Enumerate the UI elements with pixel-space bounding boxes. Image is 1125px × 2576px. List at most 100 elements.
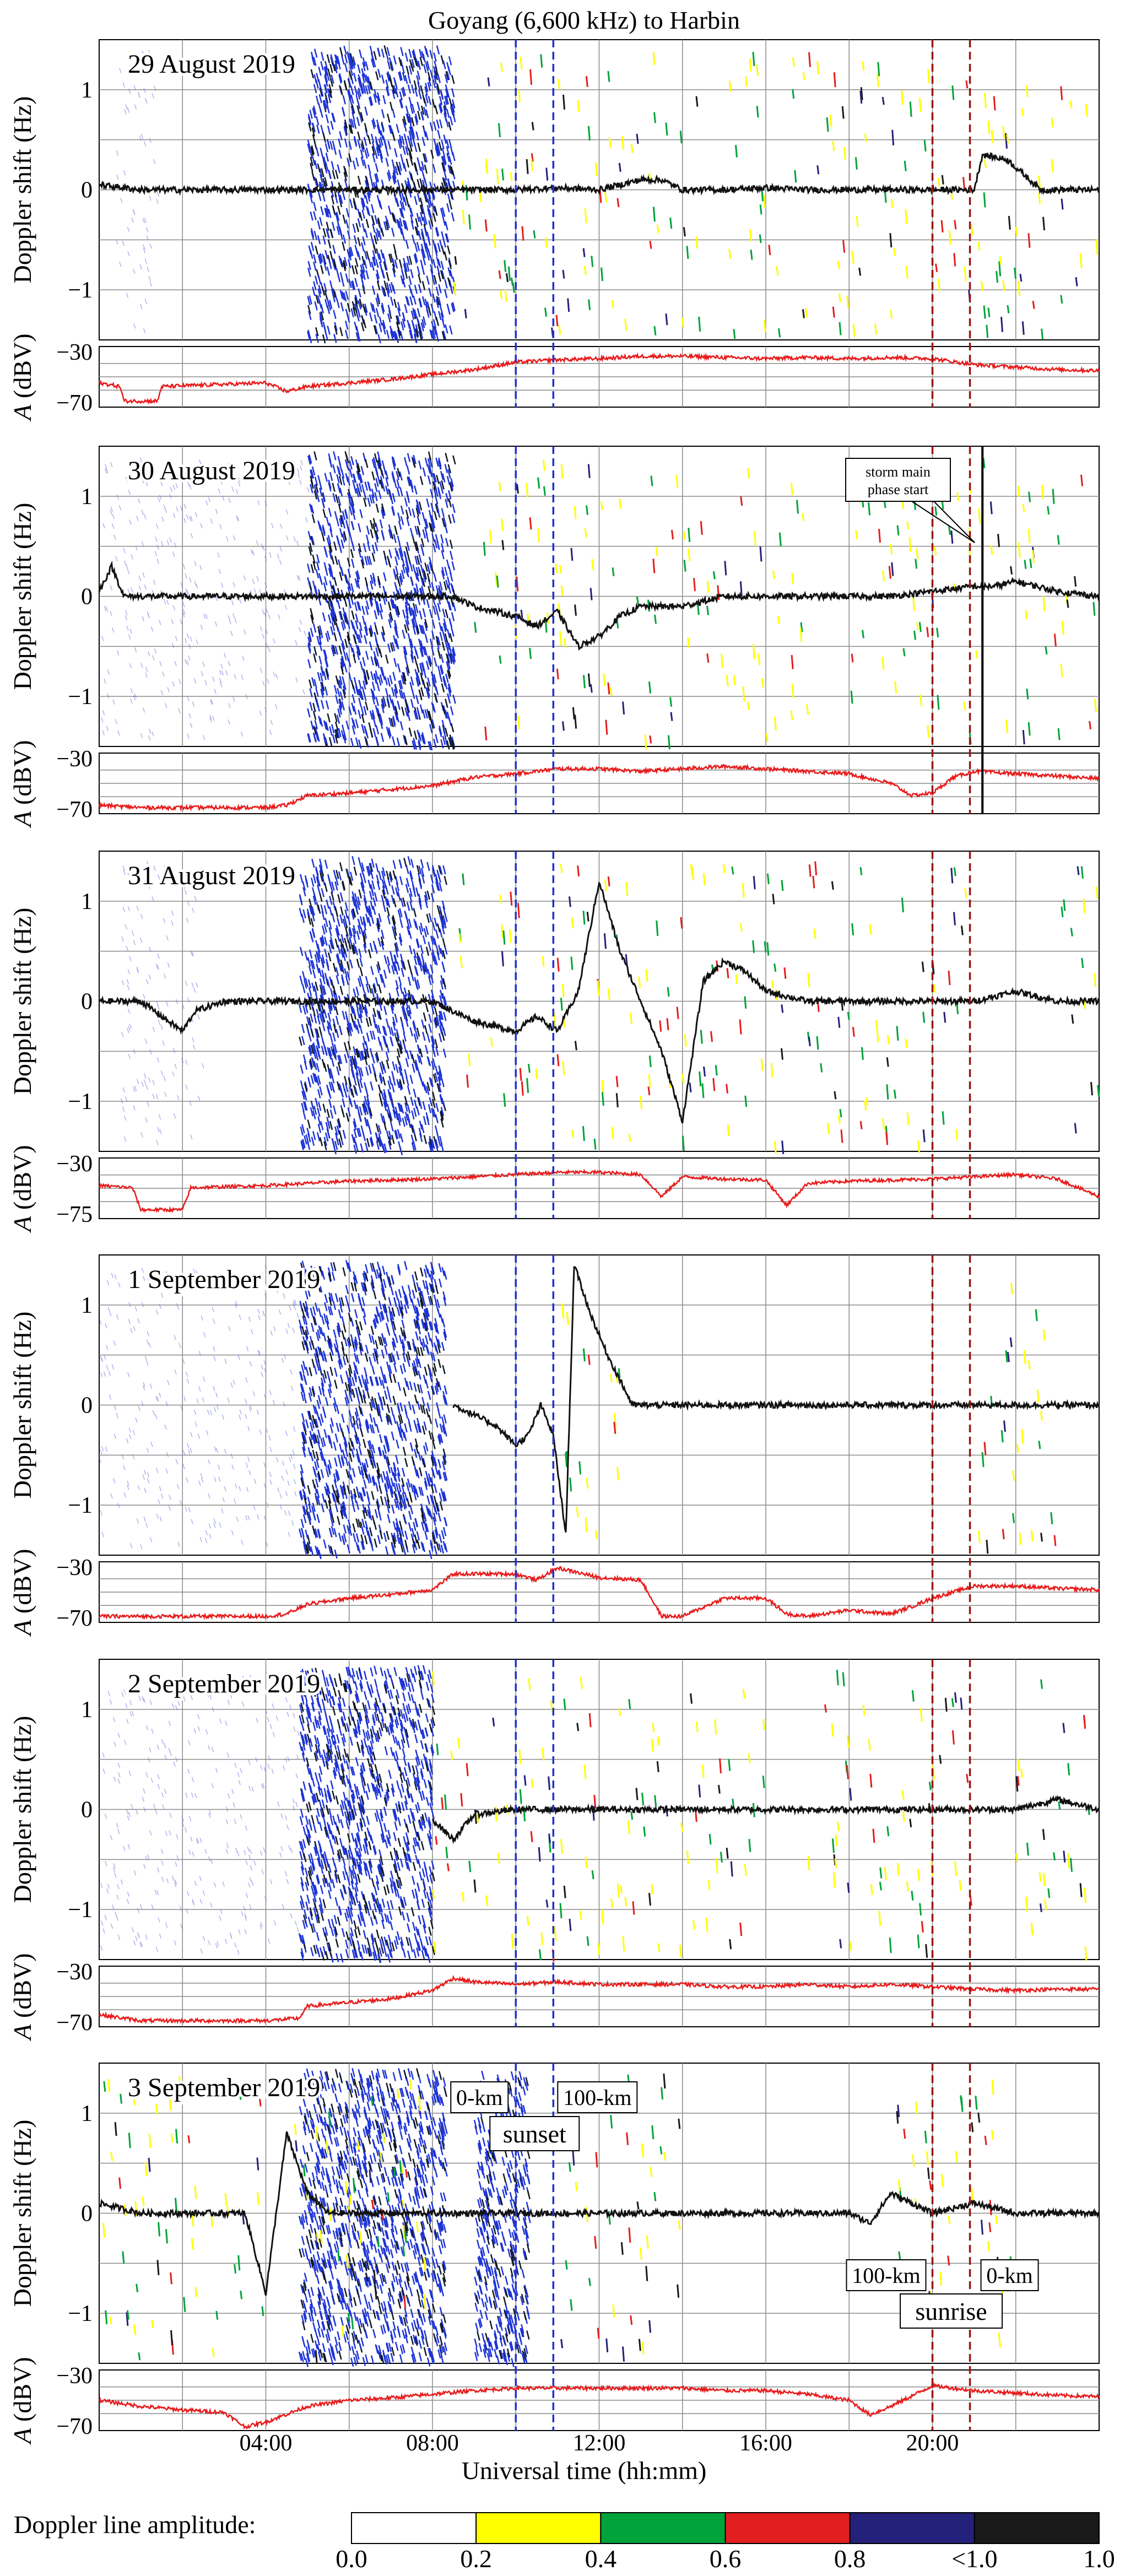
noise-streak [362, 198, 366, 208]
noise-streak [392, 172, 396, 182]
noise-streak [380, 130, 384, 140]
color-streak [923, 140, 927, 151]
noise-streak [452, 113, 456, 122]
noise-streak [421, 231, 425, 241]
noise-streak [333, 259, 337, 269]
color-streak [584, 208, 587, 224]
color-streak [881, 657, 885, 670]
color-streak [954, 220, 957, 230]
color-streak [864, 133, 867, 143]
color-streak [854, 157, 858, 170]
color-streak [754, 531, 757, 546]
noise-streak [413, 295, 417, 305]
color-streak [1024, 559, 1027, 569]
noise-streak [436, 143, 440, 152]
noise-streak [342, 95, 347, 105]
noise-streak [344, 257, 348, 267]
noise-streak [324, 66, 328, 75]
color-streak [859, 867, 863, 875]
noise-streak [335, 55, 339, 64]
noise-streak [420, 105, 425, 115]
noise-streak [438, 284, 442, 294]
color-streak [1015, 226, 1018, 236]
noise-streak [347, 249, 350, 258]
noise-streak [345, 208, 350, 218]
noise-streak [394, 79, 398, 89]
noise-streak [348, 247, 353, 257]
noise-streak [362, 236, 366, 246]
noise-streak [349, 125, 354, 134]
color-streak [574, 506, 577, 519]
noise-streak [406, 262, 410, 272]
color-streak [878, 528, 881, 543]
noise-streak [326, 297, 330, 307]
noise-streak [426, 61, 430, 70]
noise-streak [350, 247, 354, 256]
noise-streak [448, 56, 452, 66]
noise-streak [408, 48, 412, 58]
faint-streak [123, 170, 126, 176]
noise-streak [360, 264, 364, 274]
noise-streak [321, 253, 326, 263]
noise-streak [451, 88, 455, 98]
noise-streak [408, 116, 412, 126]
noise-streak [367, 76, 371, 85]
color-streak [840, 1129, 843, 1143]
color-streak [459, 955, 463, 968]
color-streak [977, 241, 981, 251]
noise-streak [339, 194, 343, 204]
noise-streak [312, 134, 316, 144]
color-streak [464, 309, 467, 318]
color-streak [726, 674, 729, 687]
color-streak [1018, 281, 1021, 296]
color-streak [648, 1074, 651, 1087]
noise-streak [397, 307, 401, 317]
noise-streak [339, 131, 343, 140]
noise-streak [392, 285, 396, 294]
color-streak [605, 719, 608, 735]
faint-streak [101, 717, 104, 723]
noise-streak [313, 211, 317, 220]
color-streak [1002, 126, 1005, 139]
noise-streak [344, 179, 348, 188]
color-streak [703, 1066, 706, 1077]
color-streak [951, 85, 955, 100]
color-streak [700, 1030, 703, 1044]
faint-streak [125, 615, 128, 621]
noise-streak [441, 270, 445, 280]
faint-streak [117, 730, 120, 736]
faint-streak [129, 629, 132, 634]
noise-streak [356, 105, 360, 115]
amp-tick-label: −30 [56, 1151, 93, 1177]
faint-streak [154, 85, 156, 91]
noise-streak [351, 280, 356, 290]
faint-streak [122, 240, 125, 246]
color-streak [1061, 620, 1064, 635]
color-streak [607, 876, 610, 886]
color-streaks [453, 52, 1099, 339]
noise-streak [339, 226, 343, 236]
color-streak [905, 208, 908, 224]
noise-streak [361, 263, 365, 273]
noise-streak [353, 235, 358, 245]
color-streak [505, 273, 509, 283]
noise-streak [348, 140, 352, 150]
color-streak [681, 317, 684, 328]
noise-streak [334, 64, 338, 73]
noise-streak [320, 311, 324, 321]
noise-streak [377, 92, 381, 102]
noise-streak [432, 259, 436, 268]
noise-streak [385, 79, 389, 89]
color-streak [676, 1006, 679, 1019]
noise-streak [402, 278, 406, 288]
color-streak [474, 622, 477, 633]
noise-streak [393, 299, 397, 309]
color-streak [503, 1093, 506, 1107]
color-streak [983, 305, 986, 319]
color-streak [829, 114, 832, 127]
color-streak [543, 486, 546, 496]
faint-streak [159, 620, 161, 625]
color-streak [597, 980, 600, 995]
noise-streak [424, 215, 428, 225]
noise-streak [348, 259, 351, 268]
